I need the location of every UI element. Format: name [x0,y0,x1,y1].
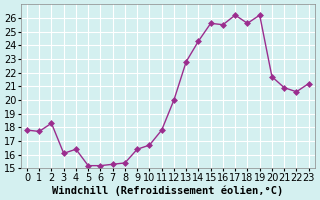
X-axis label: Windchill (Refroidissement éolien,°C): Windchill (Refroidissement éolien,°C) [52,185,284,196]
